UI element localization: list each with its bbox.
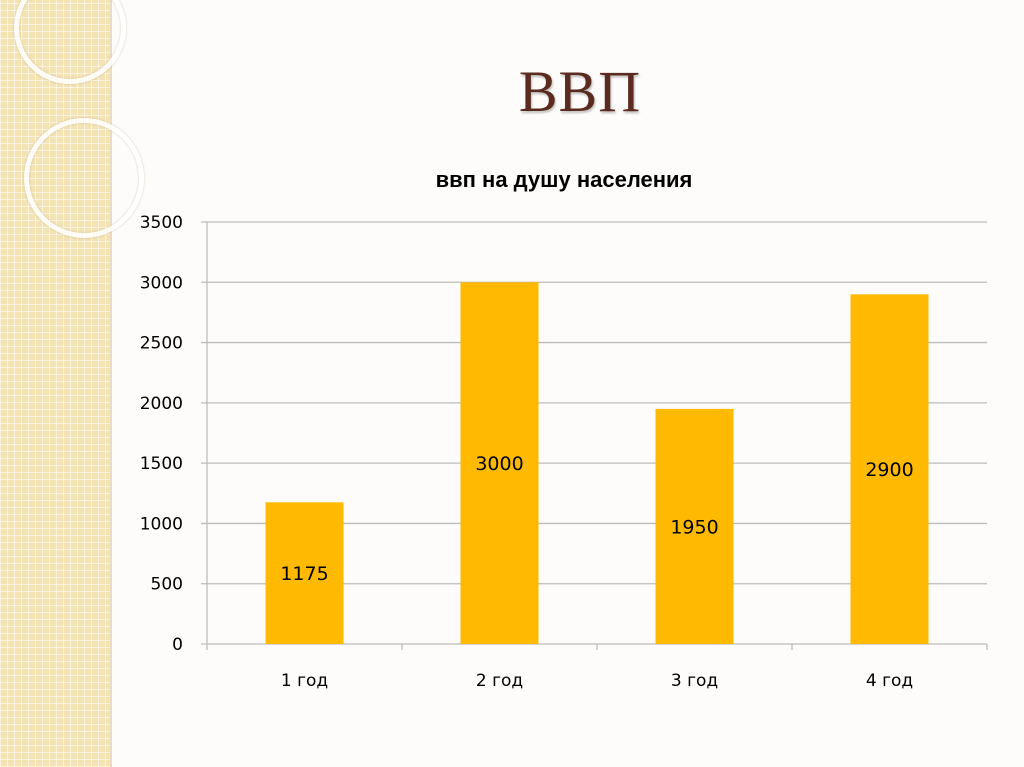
x-category-label: 2 год (476, 671, 523, 691)
bar-value-label: 1950 (670, 516, 718, 538)
decorative-ring-middle (24, 118, 144, 238)
x-category-label: 3 год (671, 671, 718, 691)
bar-value-label: 1175 (280, 563, 328, 585)
decorative-side-strip (0, 0, 144, 767)
bar-value-label: 3000 (475, 453, 523, 475)
y-tick-label: 0 (172, 635, 183, 655)
bar (265, 502, 344, 644)
bars (265, 282, 929, 644)
y-tick-label: 3000 (140, 273, 183, 293)
y-tick-label: 500 (151, 575, 183, 595)
x-category-label: 1 год (281, 671, 328, 691)
slide-title: ВВП (518, 59, 642, 124)
y-tick-label: 1000 (140, 514, 183, 534)
y-tick-label: 3500 (140, 213, 183, 233)
decorative-ring-top (14, 0, 126, 84)
chart-title: ввп на душу населения (436, 167, 693, 192)
y-tick-label: 2000 (140, 394, 183, 414)
bar (655, 408, 734, 644)
y-tick-label: 1500 (140, 454, 183, 474)
bar (850, 294, 929, 644)
axes: 0 500 1000 1500 2000 2500 3000 3500 1 год 2 год 3 … (140, 213, 988, 691)
bar-value-label: 2900 (865, 459, 913, 481)
y-tick-label: 2500 (140, 334, 183, 354)
bar (460, 282, 539, 644)
data-labels: 1175 3000 1950 2900 (280, 453, 913, 585)
x-category-label: 4 год (866, 671, 913, 691)
